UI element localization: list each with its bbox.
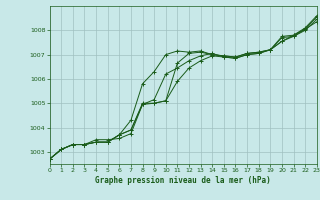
X-axis label: Graphe pression niveau de la mer (hPa): Graphe pression niveau de la mer (hPa): [95, 176, 271, 185]
